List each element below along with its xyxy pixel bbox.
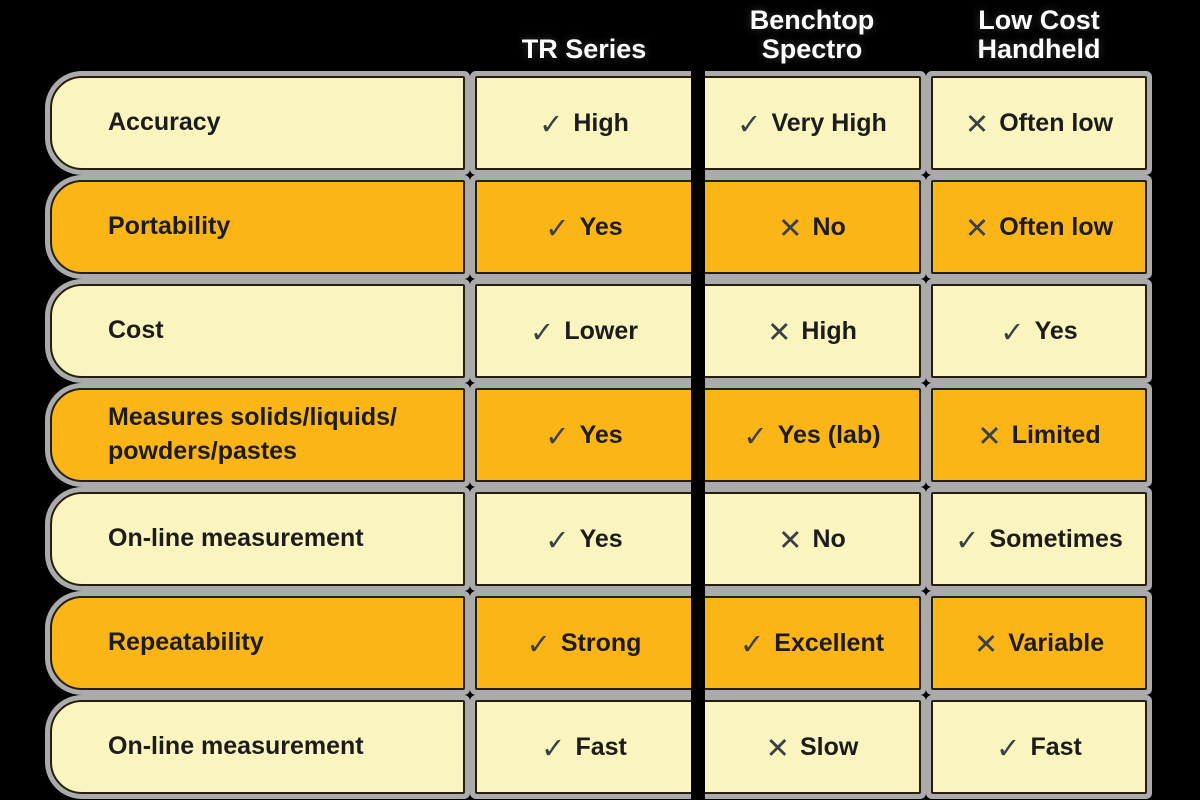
column-header-benchtop-spectro: Benchtop Spectro xyxy=(749,4,875,64)
check-icon: ✓ xyxy=(526,626,551,661)
cross-icon: ✕ xyxy=(778,210,803,245)
cross-icon: ✕ xyxy=(964,210,990,245)
check-icon: ✓ xyxy=(743,418,768,453)
value-cell: ✓ Yes xyxy=(475,388,693,482)
value-cell: ✓ Fast xyxy=(931,700,1147,794)
value-text: High xyxy=(573,108,629,137)
value-cell: ✓ Yes xyxy=(931,284,1147,378)
value-text: Often low xyxy=(999,212,1114,241)
value-text: Yes xyxy=(579,420,623,449)
row-label: On-line measurement xyxy=(108,732,364,761)
value-text: Limited xyxy=(1011,420,1101,449)
row-label: Cost xyxy=(108,316,164,345)
row-label: Repeatability xyxy=(108,628,264,657)
row-label-cell: Cost xyxy=(50,284,465,378)
value-text: Excellent xyxy=(774,628,885,657)
value-text: Yes (lab) xyxy=(777,420,881,449)
column-header-tr-series: TR Series xyxy=(521,33,647,64)
value-cell: ✕ No xyxy=(703,492,921,586)
value-text: Fast xyxy=(575,732,627,761)
check-icon: ✓ xyxy=(545,418,570,453)
row-label-cell: Portability xyxy=(50,180,465,274)
value-cell: ✕ Limited xyxy=(931,388,1147,482)
value-cell: ✕ Variable xyxy=(931,596,1147,690)
check-icon: ✓ xyxy=(545,210,570,245)
value-cell: ✓ Excellent xyxy=(703,596,921,690)
cross-icon: ✕ xyxy=(778,522,803,557)
check-icon: ✓ xyxy=(955,522,980,557)
column-header-low-cost-handheld: Low Cost Handheld xyxy=(977,4,1101,64)
value-cell: ✕ Often low xyxy=(931,76,1147,170)
row-label: Measures solids/liquids/ powders/pastes xyxy=(108,403,397,465)
value-text: Often low xyxy=(999,108,1114,137)
check-icon: ✓ xyxy=(541,730,566,765)
value-text: No xyxy=(812,212,846,241)
row-label-cell: On-line measurement xyxy=(50,700,465,794)
row-label: Accuracy xyxy=(108,108,221,137)
row-label: On-line measurement xyxy=(108,524,364,553)
value-cell: ✓ Yes (lab) xyxy=(703,388,921,482)
check-icon: ✓ xyxy=(545,522,570,557)
value-text: Yes xyxy=(579,524,623,553)
value-text: Strong xyxy=(560,628,642,657)
value-text: Very High xyxy=(771,108,887,137)
row-label: Portability xyxy=(108,212,231,241)
value-cell: ✓ Sometimes xyxy=(931,492,1147,586)
comparison-table: Accuracy ✓ High ✓ Very High ✕ Often low Portabi… xyxy=(50,76,1147,794)
value-cell: ✓ Lower xyxy=(475,284,693,378)
cross-icon: ✕ xyxy=(977,418,1002,453)
row-label-cell: Repeatability xyxy=(50,596,465,690)
value-cell: ✕ Slow xyxy=(703,700,921,794)
check-icon: ✓ xyxy=(996,730,1021,765)
cross-icon: ✕ xyxy=(767,314,792,349)
value-cell: ✓ Yes xyxy=(475,180,693,274)
value-text: Fast xyxy=(1030,732,1082,761)
value-text: Yes xyxy=(579,212,623,241)
value-text: Slow xyxy=(799,732,859,761)
value-cell: ✓ Fast xyxy=(475,700,693,794)
row-label-cell: On-line measurement xyxy=(50,492,465,586)
check-icon: ✓ xyxy=(737,106,762,141)
check-icon: ✓ xyxy=(739,626,765,661)
value-cell: ✓ High xyxy=(475,76,693,170)
value-text: Variable xyxy=(1008,628,1105,657)
value-cell: ✓ Very High xyxy=(703,76,921,170)
cross-icon: ✕ xyxy=(973,626,999,661)
value-text: High xyxy=(801,316,857,345)
row-label-cell: Accuracy xyxy=(50,76,465,170)
value-cell: ✓ Yes xyxy=(475,492,693,586)
value-cell: ✕ High xyxy=(703,284,921,378)
check-icon: ✓ xyxy=(530,314,555,349)
row-label-cell: Measures solids/liquids/ powders/pastes xyxy=(50,388,465,482)
cross-icon: ✕ xyxy=(765,730,790,765)
value-text: Sometimes xyxy=(989,524,1123,553)
column-divider xyxy=(691,64,705,800)
check-icon: ✓ xyxy=(539,106,564,141)
value-text: Lower xyxy=(564,316,638,345)
value-text: No xyxy=(812,524,846,553)
value-text: Yes xyxy=(1034,316,1078,345)
column-headers: TR Series Benchtop Spectro Low Cost Hand… xyxy=(50,0,1147,68)
value-cell: ✕ No xyxy=(703,180,921,274)
cross-icon: ✕ xyxy=(964,106,990,141)
value-cell: ✕ Often low xyxy=(931,180,1147,274)
check-icon: ✓ xyxy=(1000,314,1025,349)
value-cell: ✓ Strong xyxy=(475,596,693,690)
